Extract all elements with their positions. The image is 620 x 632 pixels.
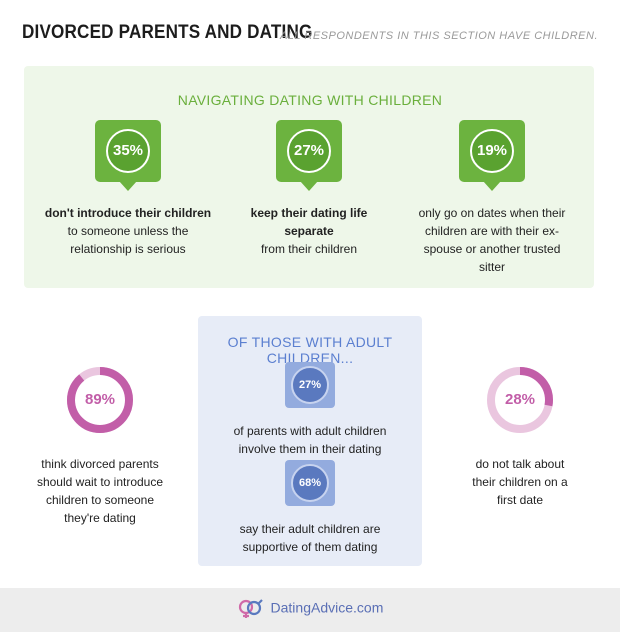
stat-value: 27% <box>291 366 329 404</box>
stat-bold-text: keep their dating life separate <box>250 206 368 238</box>
adult-children-stat-supportive: 68% say their adult children are support… <box>198 460 422 556</box>
gender-symbols-icon <box>238 599 263 618</box>
page-subtitle: ALL RESPONDENTS IN THIS SECTION HAVE CHI… <box>279 30 598 42</box>
brand-name: DatingAdvice <box>270 599 354 616</box>
brand-logo[interactable]: DatingAdvice.com <box>0 599 620 619</box>
speech-bubble-icon: 35% <box>95 120 161 191</box>
donut-chart <box>67 367 133 433</box>
stat-description: only go on dates when their children are… <box>397 204 587 276</box>
donut-stat-first-date: 28% do not talk about their children on … <box>445 366 595 509</box>
adult-children-stat-involve: 27% of parents with adult children invol… <box>198 362 422 476</box>
donut-value: 28% <box>504 391 536 408</box>
brand-tld: .com <box>353 599 384 616</box>
stat-box-icon: 27% <box>285 362 335 408</box>
stat-rest-text: from their children <box>260 242 358 256</box>
donut-description: think divorced parents should wait to in… <box>36 457 164 525</box>
stat-card-introduce: 35% don't introduce their children to so… <box>33 120 223 258</box>
donut-arc <box>67 367 133 433</box>
donut-value: 89% <box>84 391 116 408</box>
stat-rest-text: to someone unless the relationship is se… <box>67 224 189 256</box>
speech-bubble-icon: 19% <box>459 120 525 191</box>
donut-arc <box>487 367 553 433</box>
donut-stat-wait: 89% think divorced parents should wait t… <box>25 366 175 527</box>
green-section-heading: NAVIGATING DATING WITH CHILDREN <box>177 92 443 108</box>
blue-panel <box>198 316 422 566</box>
stat-value: 19% <box>470 129 514 173</box>
stat-value: 68% <box>291 464 329 502</box>
stat-description: keep their dating life separate from the… <box>214 204 404 258</box>
donut-chart <box>487 367 553 433</box>
stat-value: 27% <box>287 129 331 173</box>
stat-rest-text: only go on dates when their children are… <box>418 206 566 274</box>
speech-bubble-icon: 27% <box>276 120 342 191</box>
stat-card-dates: 19% only go on dates when their children… <box>397 120 587 276</box>
stat-description: say their adult children are supportive … <box>239 522 381 554</box>
stat-value: 35% <box>106 129 150 173</box>
page-title: DIVORCED PARENTS AND DATING <box>22 22 313 43</box>
stat-description: don't introduce their children to someon… <box>33 204 223 258</box>
stat-bold-text: don't introduce their children <box>44 206 212 220</box>
stat-card-separate: 27% keep their dating life separate from… <box>214 120 404 258</box>
stat-box-icon: 68% <box>285 460 335 506</box>
footer: DatingAdvice.com <box>0 588 620 632</box>
donut-description: do not talk about their children on a fi… <box>472 457 568 507</box>
